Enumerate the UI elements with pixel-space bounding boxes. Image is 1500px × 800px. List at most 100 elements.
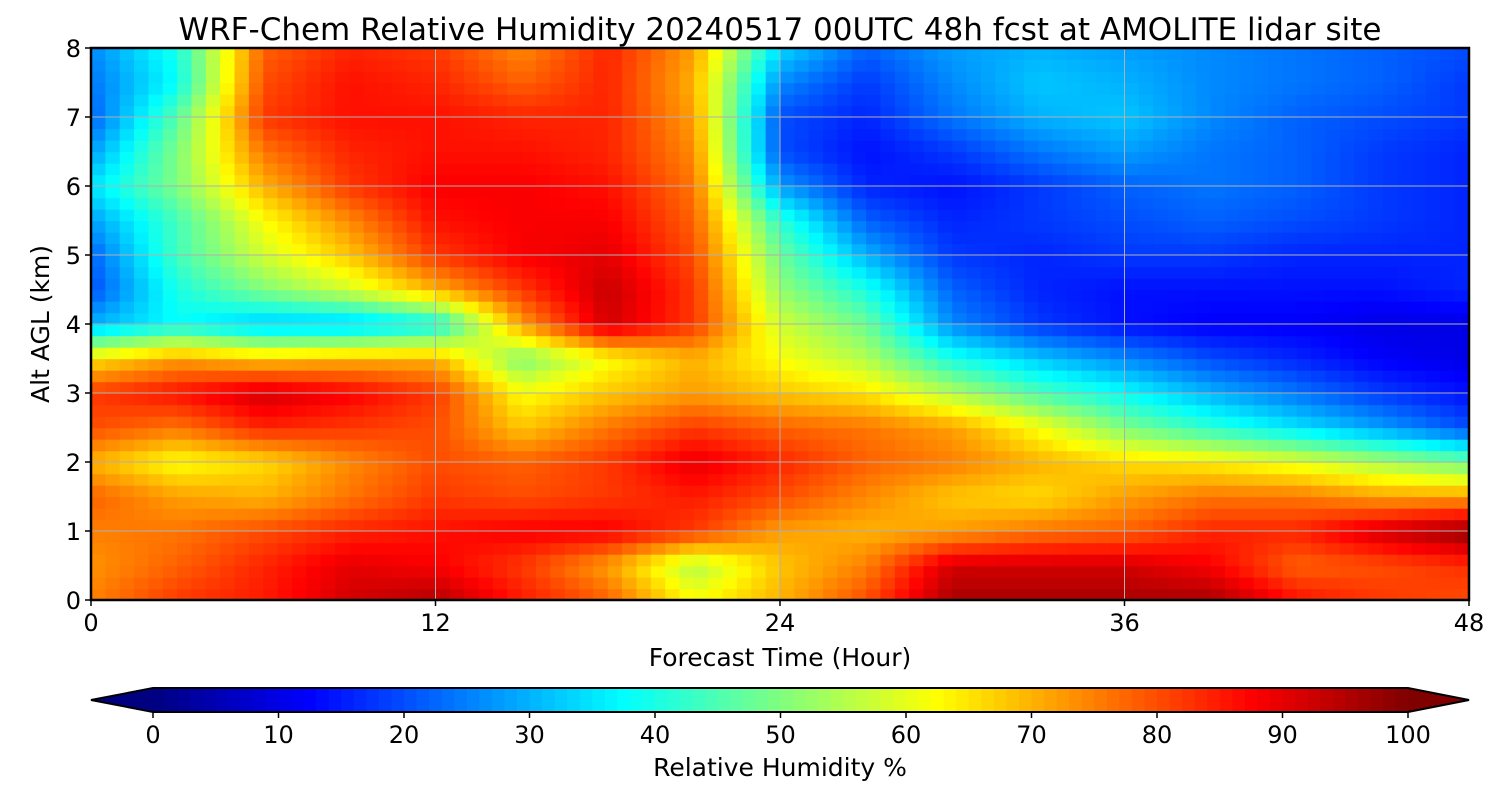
heatmap-cell bbox=[1167, 266, 1183, 279]
heatmap-cell bbox=[665, 232, 681, 245]
heatmap-cell bbox=[1268, 404, 1284, 417]
heatmap-cell bbox=[378, 128, 394, 141]
heatmap-cell bbox=[937, 508, 953, 521]
heatmap-cell bbox=[205, 232, 221, 245]
heatmap-cell bbox=[191, 450, 207, 463]
heatmap-cell bbox=[937, 358, 953, 371]
heatmap-cell bbox=[478, 312, 494, 325]
heatmap-cell bbox=[220, 508, 236, 521]
heatmap-cell bbox=[866, 554, 882, 567]
heatmap-cell bbox=[1311, 404, 1327, 417]
heatmap-cell bbox=[1325, 335, 1341, 348]
heatmap-cell bbox=[1124, 197, 1140, 210]
heatmap-cell bbox=[234, 542, 250, 555]
heatmap-cell bbox=[765, 266, 781, 279]
heatmap-cell bbox=[1224, 565, 1241, 578]
heatmap-cell bbox=[880, 128, 896, 141]
heatmap-cell bbox=[234, 48, 250, 61]
heatmap-cell bbox=[1268, 117, 1284, 130]
heatmap-cell bbox=[622, 473, 638, 486]
heatmap-cell bbox=[880, 278, 896, 291]
heatmap-cell bbox=[880, 554, 896, 567]
heatmap-cell bbox=[808, 347, 824, 360]
heatmap-cell bbox=[1153, 243, 1169, 256]
heatmap-cell bbox=[263, 324, 279, 337]
heatmap-cell bbox=[1253, 151, 1269, 164]
heatmap-cell bbox=[607, 324, 623, 337]
heatmap-cell bbox=[277, 554, 293, 567]
heatmap-cell bbox=[952, 289, 968, 302]
heatmap-cell bbox=[435, 335, 451, 348]
heatmap-cell bbox=[521, 128, 537, 141]
heatmap-cell bbox=[220, 255, 236, 268]
heatmap-cell bbox=[148, 427, 164, 440]
heatmap-cell bbox=[1124, 151, 1140, 164]
heatmap-cell bbox=[320, 370, 336, 383]
heatmap-cell bbox=[1440, 542, 1456, 555]
heatmap-cell bbox=[851, 48, 867, 61]
heatmap-cell bbox=[980, 266, 997, 279]
heatmap-cell bbox=[1167, 577, 1183, 590]
heatmap-cell bbox=[780, 278, 796, 291]
heatmap-cell bbox=[980, 105, 997, 118]
heatmap-cell bbox=[492, 266, 508, 279]
heatmap-cell bbox=[1081, 531, 1097, 544]
heatmap-cell bbox=[1196, 174, 1212, 187]
heatmap-cell bbox=[335, 588, 351, 600]
heatmap-cell bbox=[1397, 393, 1413, 406]
heatmap-cell bbox=[607, 128, 623, 141]
heatmap-cell bbox=[708, 209, 724, 222]
colorbar-segment bbox=[767, 688, 782, 712]
heatmap-cell bbox=[435, 48, 451, 61]
heatmap-cell bbox=[952, 209, 968, 222]
heatmap-cell bbox=[966, 232, 982, 245]
heatmap-cell bbox=[1124, 508, 1140, 521]
heatmap-cell bbox=[650, 174, 666, 187]
heatmap-cell bbox=[392, 94, 408, 107]
heatmap-cell bbox=[1325, 48, 1341, 61]
heatmap-cell bbox=[980, 370, 997, 383]
heatmap-cell bbox=[880, 519, 896, 532]
heatmap-cell bbox=[1181, 174, 1197, 187]
heatmap-cell bbox=[665, 393, 681, 406]
heatmap-cell bbox=[679, 59, 695, 72]
heatmap-cell bbox=[335, 450, 351, 463]
heatmap-cell bbox=[306, 186, 322, 199]
heatmap-cell bbox=[550, 289, 566, 302]
heatmap-cell bbox=[808, 370, 824, 383]
heatmap-cell bbox=[1210, 335, 1226, 348]
heatmap-cell bbox=[564, 48, 580, 61]
colorbar-segment bbox=[629, 688, 644, 712]
heatmap-cell bbox=[579, 358, 595, 371]
heatmap-cell bbox=[1311, 117, 1327, 130]
heatmap-cell bbox=[665, 358, 681, 371]
heatmap-cell bbox=[564, 59, 580, 72]
heatmap-cell bbox=[1368, 312, 1384, 325]
heatmap-cell bbox=[1425, 151, 1441, 164]
heatmap-cell bbox=[263, 588, 279, 600]
heatmap-cell bbox=[1124, 519, 1140, 532]
heatmap-cell bbox=[1181, 393, 1197, 406]
heatmap-cell bbox=[1210, 542, 1226, 555]
heatmap-cell bbox=[1167, 128, 1183, 141]
heatmap-cell bbox=[1024, 117, 1040, 130]
heatmap-cell bbox=[1153, 381, 1169, 394]
heatmap-cell bbox=[894, 554, 910, 567]
heatmap-cell bbox=[1368, 105, 1384, 118]
heatmap-cell bbox=[1138, 163, 1154, 176]
heatmap-cell bbox=[306, 335, 322, 348]
heatmap-cell bbox=[306, 577, 322, 590]
heatmap-cell bbox=[722, 450, 738, 463]
heatmap-cell bbox=[1339, 220, 1355, 233]
heatmap-cell bbox=[320, 531, 336, 544]
heatmap-cell bbox=[1052, 347, 1068, 360]
heatmap-cell bbox=[823, 439, 839, 452]
heatmap-cell bbox=[1411, 48, 1427, 61]
heatmap-cell bbox=[1210, 48, 1226, 61]
heatmap-cell bbox=[1153, 508, 1169, 521]
heatmap-cell bbox=[1440, 577, 1456, 590]
heatmap-cell bbox=[1454, 370, 1469, 383]
heatmap-cell bbox=[736, 174, 752, 187]
heatmap-cell bbox=[808, 209, 824, 222]
heatmap-cell bbox=[1253, 519, 1269, 532]
